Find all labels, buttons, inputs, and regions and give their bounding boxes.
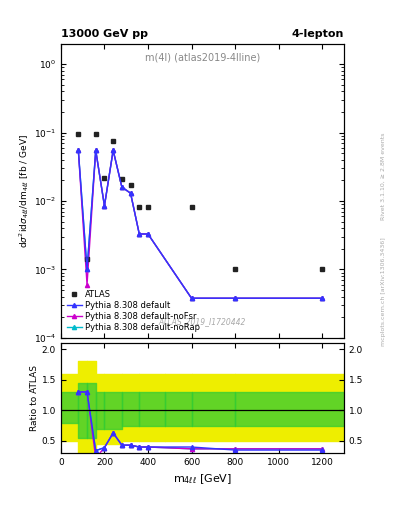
ATLAS <box>233 266 237 272</box>
ATLAS <box>111 138 116 144</box>
Line: Pythia 8.308 default-noRap: Pythia 8.308 default-noRap <box>76 148 324 301</box>
Pythia 8.308 default-noRap <box>76 147 81 154</box>
Pythia 8.308 default <box>233 295 237 301</box>
Pythia 8.308 default-noFsr <box>137 231 141 237</box>
Text: Rivet 3.1.10, ≥ 2.8M events: Rivet 3.1.10, ≥ 2.8M events <box>381 133 386 220</box>
ATLAS <box>320 266 325 272</box>
Pythia 8.308 default-noRap <box>233 295 237 301</box>
Line: Pythia 8.308 default-noFsr: Pythia 8.308 default-noFsr <box>76 148 324 301</box>
Line: ATLAS: ATLAS <box>76 132 325 272</box>
ATLAS <box>128 182 133 188</box>
Pythia 8.308 default-noRap <box>189 295 194 301</box>
Pythia 8.308 default-noFsr <box>76 147 81 154</box>
Pythia 8.308 default <box>320 295 325 301</box>
Pythia 8.308 default-noFsr <box>189 295 194 301</box>
Pythia 8.308 default-noRap <box>102 203 107 209</box>
Pythia 8.308 default <box>76 147 81 154</box>
Pythia 8.308 default-noFsr <box>94 147 98 154</box>
Text: 4-lepton: 4-lepton <box>292 29 344 39</box>
Pythia 8.308 default <box>84 266 89 272</box>
Pythia 8.308 default-noFsr <box>146 231 151 237</box>
Text: 13000 GeV pp: 13000 GeV pp <box>61 29 148 39</box>
Pythia 8.308 default <box>189 295 194 301</box>
ATLAS <box>84 257 89 263</box>
Pythia 8.308 default-noFsr <box>102 203 107 209</box>
Text: m(4l) (atlas2019-4lline): m(4l) (atlas2019-4lline) <box>145 52 260 62</box>
Pythia 8.308 default-noFsr <box>111 147 116 154</box>
ATLAS <box>146 204 151 210</box>
Line: Pythia 8.308 default: Pythia 8.308 default <box>76 148 324 301</box>
Pythia 8.308 default-noFsr <box>119 184 124 190</box>
ATLAS <box>94 131 98 137</box>
Y-axis label: Ratio to ATLAS: Ratio to ATLAS <box>30 365 39 431</box>
Text: ATLAS_2019_I1720442: ATLAS_2019_I1720442 <box>159 317 246 326</box>
Pythia 8.308 default-noFsr <box>233 295 237 301</box>
Pythia 8.308 default <box>128 190 133 196</box>
Pythia 8.308 default <box>102 203 107 209</box>
Text: mcplots.cern.ch [arXiv:1306.3436]: mcplots.cern.ch [arXiv:1306.3436] <box>381 238 386 346</box>
Pythia 8.308 default <box>119 184 124 190</box>
Pythia 8.308 default-noRap <box>119 184 124 190</box>
ATLAS <box>102 175 107 181</box>
Y-axis label: d$\sigma^2$id$\sigma_{4\ell\ell}$/dm$_{4\ell\ell}$ [fb / GeV]: d$\sigma^2$id$\sigma_{4\ell\ell}$/dm$_{4… <box>17 134 31 248</box>
Pythia 8.308 default <box>137 231 141 237</box>
ATLAS <box>189 204 194 210</box>
Pythia 8.308 default-noRap <box>146 231 151 237</box>
Pythia 8.308 default <box>111 147 116 154</box>
Pythia 8.308 default-noRap <box>320 295 325 301</box>
Pythia 8.308 default <box>94 147 98 154</box>
Pythia 8.308 default-noFsr <box>84 282 89 288</box>
ATLAS <box>119 176 124 182</box>
Pythia 8.308 default-noRap <box>128 190 133 196</box>
Legend: ATLAS, Pythia 8.308 default, Pythia 8.308 default-noFsr, Pythia 8.308 default-no: ATLAS, Pythia 8.308 default, Pythia 8.30… <box>65 288 202 334</box>
X-axis label: m$_{4\ell\ell}$ [GeV]: m$_{4\ell\ell}$ [GeV] <box>173 473 232 486</box>
Pythia 8.308 default-noRap <box>137 231 141 237</box>
Pythia 8.308 default-noFsr <box>320 295 325 301</box>
Pythia 8.308 default-noRap <box>111 147 116 154</box>
ATLAS <box>76 131 81 137</box>
ATLAS <box>137 204 141 210</box>
Pythia 8.308 default-noRap <box>84 266 89 272</box>
Pythia 8.308 default-noFsr <box>128 190 133 196</box>
Pythia 8.308 default-noRap <box>94 147 98 154</box>
Pythia 8.308 default <box>146 231 151 237</box>
